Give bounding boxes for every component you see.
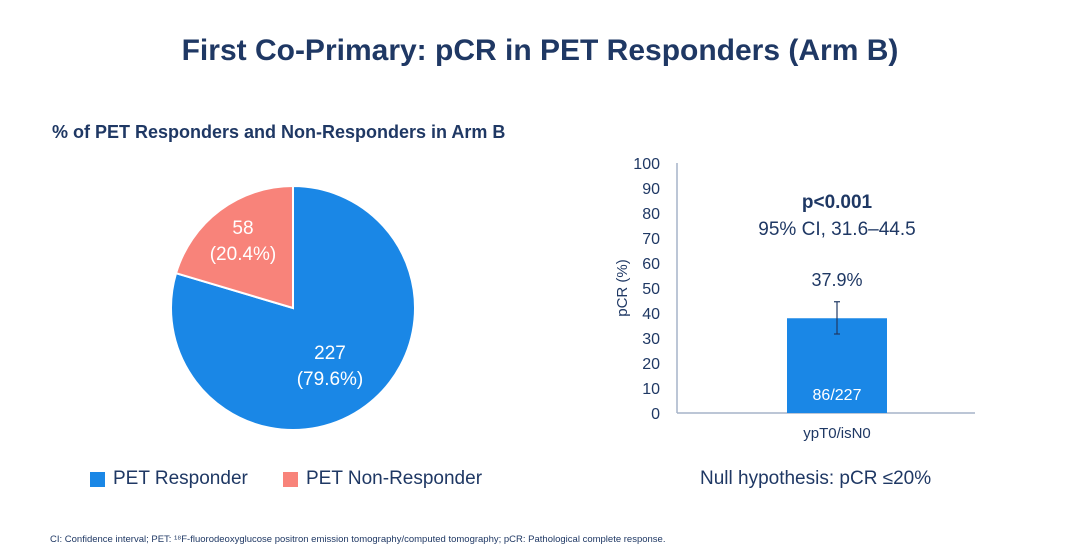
y-tick-label: 100	[633, 156, 660, 173]
legend-item-responder: PET Responder	[90, 468, 248, 490]
y-axis-label: pCR (%)	[614, 259, 631, 317]
x-tick-label: ypT0/isN0	[803, 425, 871, 442]
y-tick-label: 60	[642, 256, 660, 273]
y-tick-label: 30	[642, 331, 660, 348]
y-tick-label: 20	[642, 356, 660, 373]
pie-label: (79.6%)	[297, 369, 364, 390]
pie-label: (20.4%)	[210, 244, 277, 265]
pie-subtitle: % of PET Responders and Non-Responders i…	[52, 122, 506, 142]
bar-chart: 0 10 20 30 40 50 60 70 80 90 100 pCR (%) 86/227 37.9%…	[614, 156, 975, 442]
null-hypothesis: Null hypothesis: pCR ≤20%	[700, 468, 932, 489]
legend-swatch	[90, 471, 105, 487]
legend-item-non-responder: PET Non-Responder	[283, 468, 482, 490]
y-tick-label: 70	[642, 231, 660, 248]
pie-chart: 227 (79.6%) 58 (20.4%)	[170, 184, 416, 431]
pie-label: 58	[232, 218, 253, 239]
y-tick-label: 0	[651, 406, 660, 423]
y-tick-label: 80	[642, 206, 660, 223]
y-tick-label: 40	[642, 306, 660, 323]
y-tick-label: 50	[642, 281, 660, 298]
p-value-annotation: p<0.001	[802, 192, 873, 213]
y-tick-label: 90	[642, 181, 660, 198]
pie-slice	[174, 184, 294, 310]
bar-value-label: 37.9%	[811, 270, 862, 290]
bar-inner-label: 86/227	[813, 387, 862, 404]
legend-label: PET Responder	[113, 468, 248, 489]
legend-swatch	[283, 471, 298, 487]
ci-annotation: 95% CI, 31.6–44.5	[758, 219, 915, 240]
y-tick-label: 10	[642, 381, 660, 398]
pie-label: 227	[314, 343, 346, 364]
page-title: First Co-Primary: pCR in PET Responders …	[181, 34, 899, 67]
legend-label: PET Non-Responder	[306, 468, 483, 489]
footnote: CI: Confidence interval; PET: ¹⁸F-fluoro…	[50, 534, 666, 545]
